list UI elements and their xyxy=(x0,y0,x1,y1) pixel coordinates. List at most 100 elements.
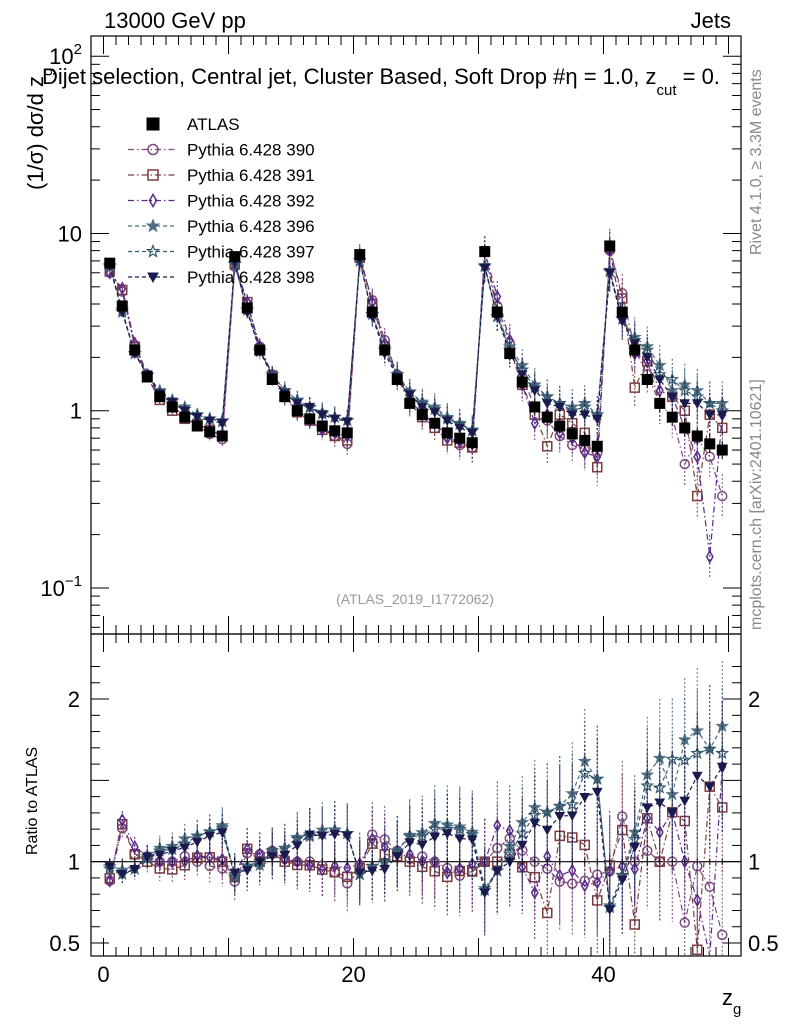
ratio-point-p398 xyxy=(441,829,453,840)
ratio-point-p398 xyxy=(429,832,441,843)
legend-entry-p392: Pythia 6.428 392 xyxy=(128,192,315,211)
data-point-atlas xyxy=(416,409,428,421)
main-y-tick-exp: 2 xyxy=(74,41,82,58)
data-point-atlas xyxy=(716,444,728,456)
legend-label: Pythia 6.428 398 xyxy=(187,268,315,287)
ratio-point-p392 xyxy=(330,858,339,873)
data-point-atlas xyxy=(254,344,266,356)
ratio-y-tick-label-right: 1 xyxy=(748,850,760,875)
ratio-point-p392 xyxy=(555,868,564,883)
legend-entry-p391: Pythia 6.428 391 xyxy=(128,166,315,185)
title-eta: η = 1.0, z xyxy=(565,64,656,89)
data-point-p398 xyxy=(316,410,328,421)
legend-entry-p390: Pythia 6.428 390 xyxy=(128,141,315,160)
data-point-p392 xyxy=(593,449,602,464)
analysis-label: (ATLAS_2019_I1772062) xyxy=(336,591,494,607)
data-point-p398 xyxy=(691,399,703,409)
data-point-p397 xyxy=(640,342,655,356)
ratio-point-p397 xyxy=(565,797,580,811)
data-point-p391 xyxy=(692,490,703,502)
ratio-point-p398 xyxy=(454,834,466,844)
rivet-label: Rivet 4.1.0, ≥ 3.3M events xyxy=(748,69,765,255)
ratio-point-p397 xyxy=(415,828,430,842)
main-y-tick-label: 102 xyxy=(49,41,82,69)
data-point-p392 xyxy=(580,445,589,460)
ratio-point-p392 xyxy=(368,832,377,847)
legend-label: Pythia 6.428 390 xyxy=(187,141,315,160)
ratio-point-p398 xyxy=(616,875,628,886)
data-point-atlas xyxy=(116,300,128,312)
ratio-point-p398 xyxy=(654,798,666,809)
ratio-point-p398 xyxy=(404,838,416,848)
ratio-point-p398 xyxy=(416,840,428,851)
legend-entry-p396: Pythia 6.428 396 xyxy=(128,217,315,236)
data-point-atlas xyxy=(241,302,253,314)
data-point-p398 xyxy=(654,375,666,386)
main-y-label-sub: g xyxy=(39,68,56,76)
ratio-point-p397 xyxy=(527,807,542,822)
data-point-p398 xyxy=(591,414,603,425)
data-point-atlas xyxy=(691,430,703,442)
data-point-atlas xyxy=(654,397,666,409)
ratio-point-p398 xyxy=(191,837,203,848)
ratio-point-p398 xyxy=(279,850,291,861)
ratio-point-p397 xyxy=(640,778,655,792)
data-point-atlas xyxy=(491,306,503,318)
data-point-atlas xyxy=(316,420,328,432)
data-point-p398 xyxy=(216,419,228,429)
ratio-line-p396 xyxy=(109,725,723,906)
data-point-p398 xyxy=(666,392,678,403)
ratio-point-p391 xyxy=(542,907,553,919)
data-point-atlas xyxy=(104,257,116,269)
ratio-point-p392 xyxy=(580,878,589,893)
header-right: Jets xyxy=(691,8,731,33)
data-point-p398 xyxy=(454,423,466,434)
ratio-point-p397 xyxy=(277,840,292,855)
data-point-p391 xyxy=(629,382,640,393)
data-point-p392 xyxy=(530,416,539,431)
legend-marker-atlas xyxy=(146,117,160,131)
ratio-point-p398 xyxy=(491,866,503,877)
data-point-p398 xyxy=(441,416,453,427)
ratio-point-p396 xyxy=(577,753,592,768)
ratio-point-p392 xyxy=(105,873,114,888)
ratio-point-p392 xyxy=(305,858,314,873)
main-y-tick-base: 1 xyxy=(70,399,82,424)
ratio-point-p398 xyxy=(329,830,341,840)
data-point-atlas xyxy=(629,344,641,356)
ratio-point-p398 xyxy=(516,840,528,851)
ratio-point-p398 xyxy=(641,803,653,813)
data-point-p397 xyxy=(677,383,692,397)
data-point-atlas xyxy=(391,374,403,386)
mcplots-label: mcplots.cern.ch [arXiv:2401.10621] xyxy=(748,379,765,630)
data-point-atlas xyxy=(704,438,716,450)
data-point-atlas xyxy=(641,374,653,386)
data-point-atlas xyxy=(566,428,578,440)
main-y-tick-base: 10 xyxy=(58,221,82,246)
data-point-atlas xyxy=(404,397,416,409)
ratio-plot-frame xyxy=(90,633,742,957)
ratio-point-p392 xyxy=(180,854,189,869)
main-y-tick-label: 10−1 xyxy=(40,573,82,601)
main-y-tick-base: 10 xyxy=(49,44,73,69)
data-point-atlas xyxy=(366,306,378,318)
data-point-atlas xyxy=(529,401,541,413)
legend-entry-p397: Pythia 6.428 397 xyxy=(128,243,315,262)
data-point-p398 xyxy=(191,413,203,423)
ratio-y-label: Ratio to ATLAS xyxy=(24,747,41,855)
data-point-p392 xyxy=(693,449,702,464)
series-atlas xyxy=(104,237,728,460)
main-y-tick-base: 10 xyxy=(40,576,64,601)
data-point-p390 xyxy=(717,490,728,502)
ratio-point-p398 xyxy=(704,782,716,793)
main-y-label: (1/σ) dσ/d zg xyxy=(23,68,56,190)
ratio-point-p398 xyxy=(266,852,278,862)
data-point-atlas xyxy=(504,348,516,360)
ratio-point-p398 xyxy=(366,866,378,877)
ratio-point-p398 xyxy=(166,846,178,857)
data-point-atlas xyxy=(304,413,316,425)
ratio-point-p398 xyxy=(341,831,353,842)
title-main: Dijet selection, Central jet, Cluster Ba… xyxy=(42,64,566,89)
legend-marker-p396 xyxy=(145,218,161,233)
data-point-atlas xyxy=(129,344,141,356)
